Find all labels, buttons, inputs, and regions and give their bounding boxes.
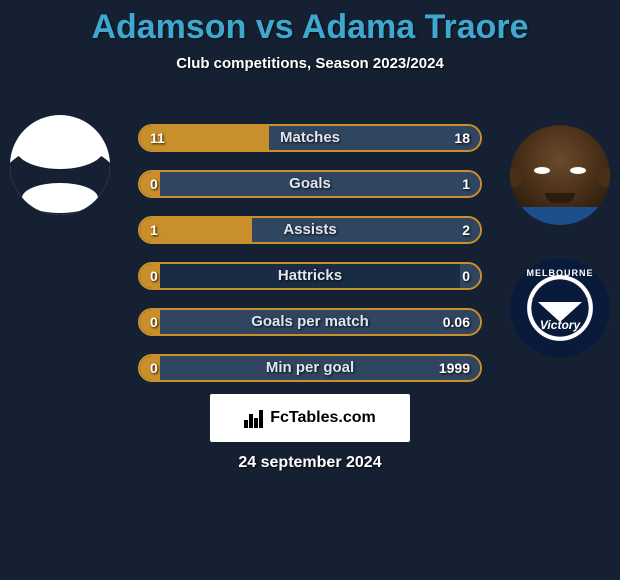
stat-row: 12Assists	[138, 216, 482, 244]
stat-label: Hattricks	[140, 264, 480, 288]
stat-row: 01Goals	[138, 170, 482, 198]
stat-row: 00.06Goals per match	[138, 308, 482, 336]
stat-row: 1118Matches	[138, 124, 482, 152]
site-name: FcTables.com	[270, 409, 376, 427]
page-title: Adamson vs Adama Traore	[0, 0, 620, 47]
subtitle: Club competitions, Season 2023/2024	[0, 55, 620, 72]
stat-row: 01999Min per goal	[138, 354, 482, 382]
player-left-avatar	[10, 115, 110, 215]
bar-chart-icon	[244, 408, 264, 428]
stat-label: Min per goal	[140, 356, 480, 380]
club-badge-top-text: MELBOURNE	[527, 268, 594, 278]
club-badge: MELBOURNE Victory	[510, 258, 610, 358]
stat-label: Goals per match	[140, 310, 480, 334]
stat-row: 00Hattricks	[138, 262, 482, 290]
club-badge-main-text: Victory	[540, 318, 580, 332]
stat-label: Assists	[140, 218, 480, 242]
player-right-avatar	[510, 125, 610, 225]
stats-container: 1118Matches 01Goals 12Assists 00Hattricks 00…	[138, 124, 482, 400]
site-badge[interactable]: FcTables.com	[210, 394, 410, 442]
stat-label: Goals	[140, 172, 480, 196]
stat-label: Matches	[140, 126, 480, 150]
date: 24 september 2024	[0, 454, 620, 472]
